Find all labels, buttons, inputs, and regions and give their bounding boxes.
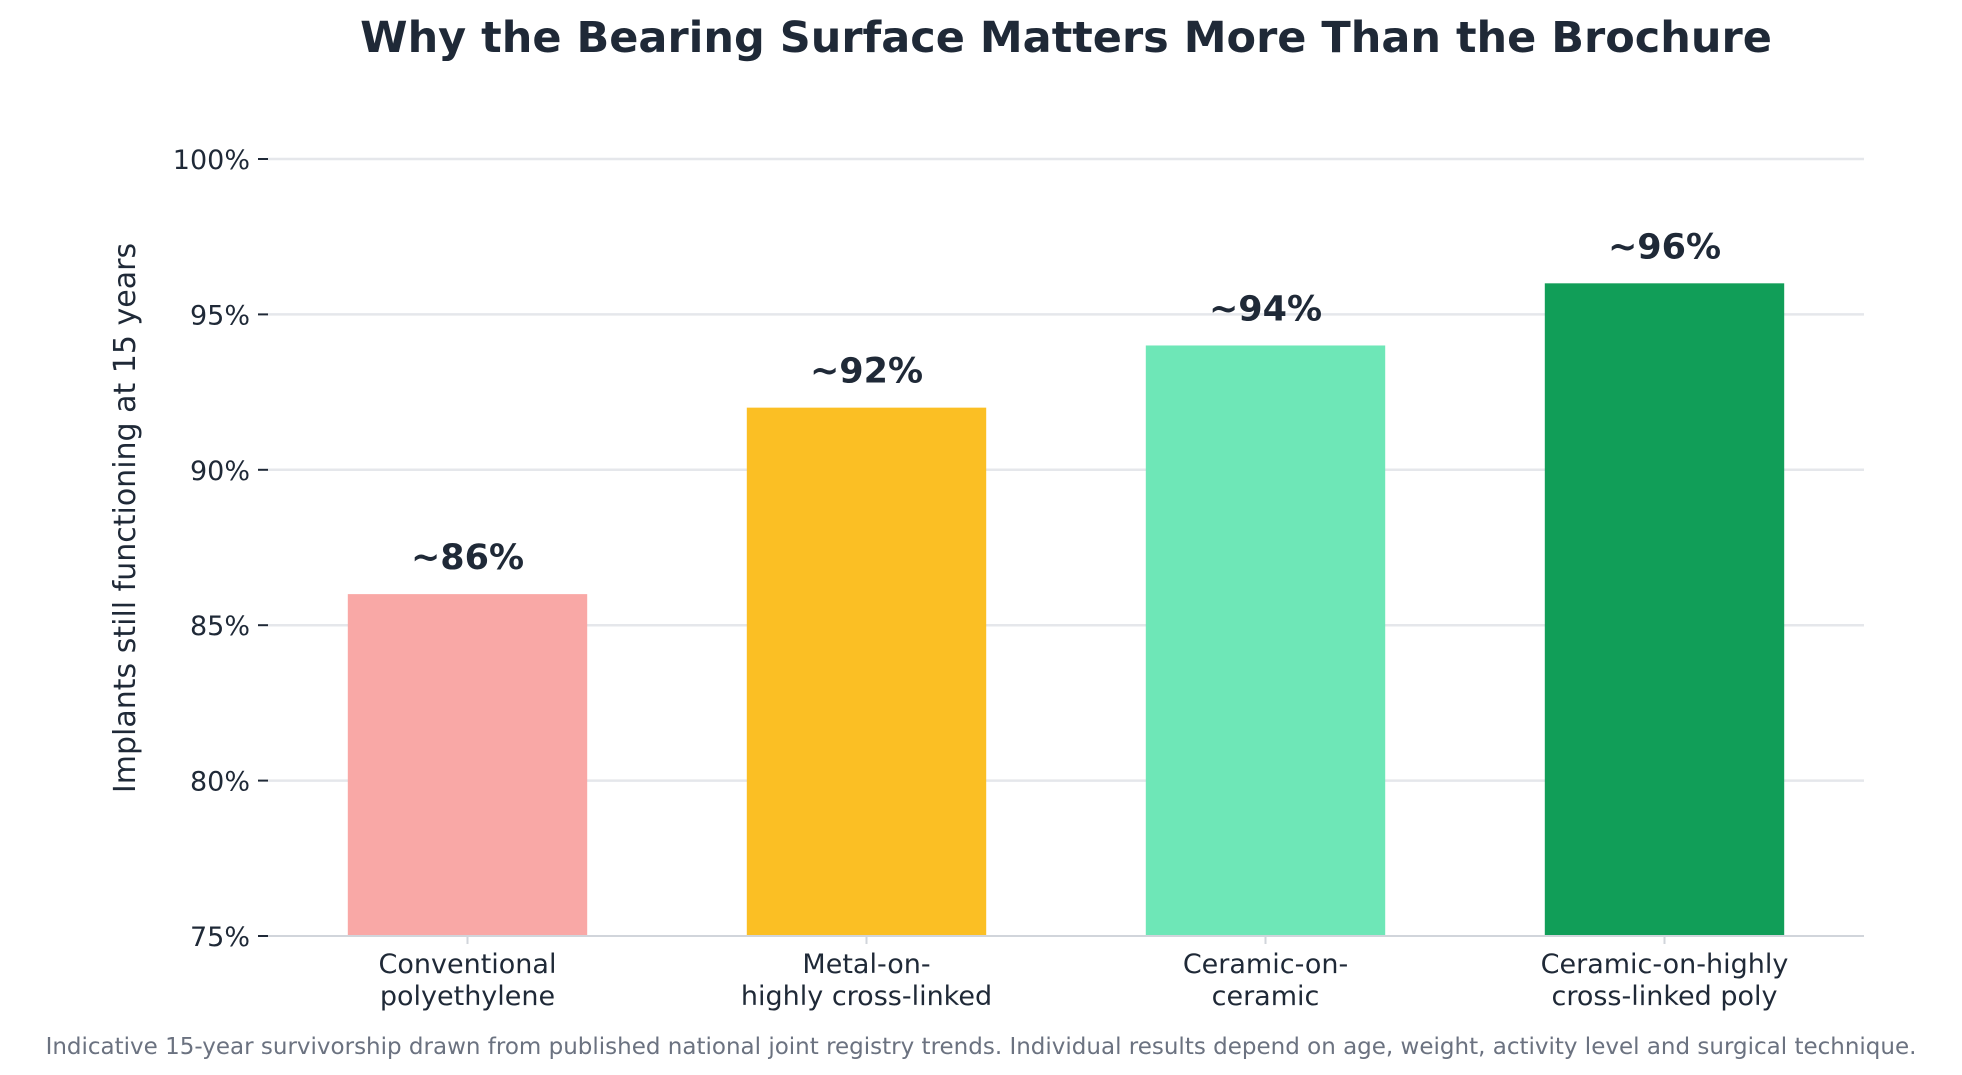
- y-tick-label: 75%: [190, 922, 250, 953]
- x-tick-label: Conventional polyethylene: [379, 949, 557, 1012]
- x-tick-label: Metal-on-highly cross-linked: [741, 949, 992, 1012]
- data-label: ~92%: [810, 352, 923, 392]
- bar: [1544, 283, 1785, 936]
- x-tick-label: Ceramic-on-ceramic: [1183, 949, 1348, 1012]
- axes: 75% 80% 85% 90% 95% 100% Conventional polyethyl…: [173, 145, 1864, 1012]
- y-tick-label: 95%: [190, 300, 250, 331]
- bar: [1145, 345, 1386, 937]
- y-tick-label: 100%: [173, 145, 250, 176]
- data-label: ~94%: [1209, 289, 1322, 329]
- footnote: Indicative 15-year survivorship drawn fr…: [46, 1034, 1917, 1060]
- y-tick-label: 85%: [190, 611, 250, 642]
- y-axis-label: Implants still functioning at 15 years: [108, 243, 143, 793]
- y-tick-label: 90%: [190, 456, 250, 487]
- bar: [347, 594, 588, 936]
- bars: ~86% ~92% ~94% ~96%: [347, 227, 1785, 937]
- y-tick-label: 80%: [190, 767, 250, 798]
- data-label: ~96%: [1608, 227, 1721, 267]
- x-tick-label: Ceramic-on-highly cross-linked poly: [1541, 949, 1789, 1012]
- chart-title: Why the Bearing Surface Matters More Tha…: [360, 13, 1772, 63]
- data-label: ~86%: [411, 538, 524, 578]
- bar: [746, 407, 987, 936]
